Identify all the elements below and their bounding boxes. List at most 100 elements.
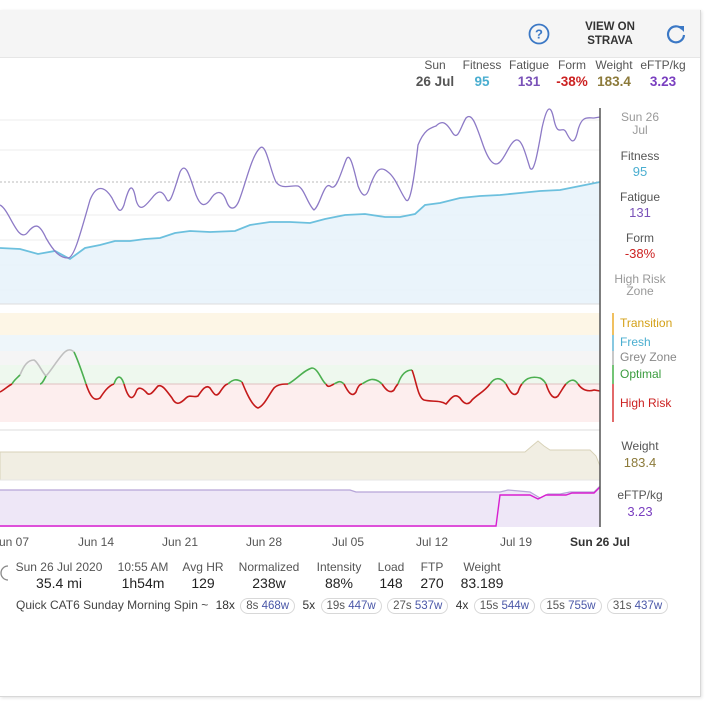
side-fatigue-label: Fatigue [620,190,660,204]
effort-duration: 15s [546,600,565,612]
side-eftp-value: 3.23 [627,504,652,519]
side-zone-line1: High Risk [614,272,666,286]
help-icon[interactable]: ? [528,23,550,45]
form-line-red [0,369,601,409]
side-fitness-label: Fitness [621,149,660,163]
side-fitness-value: 95 [633,164,647,179]
refresh-icon[interactable] [665,23,687,45]
summary-date-label: Sun [424,58,446,72]
side-form-label: Form [626,231,654,245]
summary-weight-label: Weight [595,58,633,72]
zone-bar-fresh [612,335,614,351]
fitness-chart[interactable]: Sun 26 Jul Fitness 95 Fatigue 131 Form -… [0,100,700,560]
zone-fresh [0,335,600,351]
activity-date: Sun 26 Jul 2020 35.4 mi [14,560,104,592]
zone-grey [0,351,600,365]
form-line-green [11,351,579,385]
summary-eftp: eFTP/kg 3.23 [636,57,690,90]
ftp-value: 270 [420,575,444,591]
intensity-label: Intensity [316,560,362,574]
x-tick-label: Jun 14 [78,535,114,549]
zone-label-high-risk: High Risk [620,396,672,410]
side-weight-value: 183.4 [624,455,657,470]
x-tick-label: un 07 [0,535,29,549]
summary-fitness: Fitness 95 [459,57,505,90]
activity-intensity: Intensity 88% [312,560,366,592]
avg-hr-value: 129 [191,575,215,591]
summary-fatigue-label: Fatigue [508,58,550,72]
summary-form-label: Form [558,58,586,72]
zone-transition [0,313,600,335]
svg-text:?: ? [535,27,543,42]
fitness-area [0,182,600,304]
side-eftp-label: eFTP/kg [617,488,662,502]
summary-fitness-value: 95 [474,74,490,89]
activity-load: Load 148 [374,560,408,592]
activity-date-label: Sun 26 Jul 2020 [15,560,103,574]
effort-duration: 27s [393,600,412,612]
x-tick-label-current: Sun 26 Jul [570,535,630,549]
effort-watts: 437w [634,600,663,612]
effort-watts: 544w [501,600,529,612]
weight-area [0,440,601,481]
activity-name[interactable]: Quick CAT6 Sunday Morning Spin ~ [16,598,209,612]
summary-date-value: 26 Jul [415,74,455,89]
summary-form: Form -38% [551,57,593,90]
effort-chip[interactable]: 31s 437w [606,598,669,614]
ftp-label: FTP [420,560,444,574]
weight-label: Weight [463,560,501,574]
view-on-strava-button[interactable]: VIEW ON STRAVA [576,20,644,48]
effort-duration: 19s [326,600,346,612]
effort-watts: 447w [348,600,376,612]
eftp-lavender-line [0,485,601,499]
zone-label-transition: Transition [620,316,672,330]
zone-bar-optimal [612,365,614,384]
side-zone-line2: Zone [626,284,654,298]
summary-fatigue-value: 131 [517,74,541,89]
activity-ftp: FTP 270 [414,560,450,592]
activity-icon[interactable] [0,565,8,581]
effort-repeat: 18x [215,598,235,612]
effort-duration: 15s [479,600,499,612]
strava-label-2: STRAVA [587,35,633,47]
effort-watts: 755w [568,600,596,612]
summary-fitness-label: Fitness [462,58,502,72]
weight-value: 83.189 [460,575,504,591]
summary-form-value: -38% [556,74,588,89]
effort-chip[interactable]: 15s 755w [540,598,602,614]
activity-normalized: Normalized 238w [234,560,304,592]
activity-title-row: Quick CAT6 Sunday Morning Spin ~ 18x 8s … [16,598,669,614]
activity-duration: 1h54m [121,575,165,591]
eftp-magenta-line [0,486,601,527]
x-tick-label: Jul 05 [332,535,364,549]
summary-eftp-value: 3.23 [649,74,677,89]
fatigue-line [0,108,601,259]
zone-high-risk [0,384,600,422]
effort-repeat: 5x [302,598,316,612]
effort-chip[interactable]: 8s 468w [240,598,296,614]
activity-avg-hr: Avg HR 129 [180,560,226,592]
x-tick-label: Jun 21 [162,535,198,549]
side-fatigue-value: 131 [629,205,651,220]
fitness-line [0,181,601,261]
normalized-value: 238w [252,575,286,591]
toolbar: ? VIEW ON STRAVA [0,10,700,58]
effort-chip[interactable]: 27s 537w [387,598,449,614]
effort-chip[interactable]: 19s 447w [320,598,382,614]
effort-duration: 8s [246,600,259,612]
effort-chip[interactable]: 15s 544w [473,598,535,614]
zone-label-grey: Grey Zone [620,350,677,364]
eftp-area [0,486,600,527]
zone-label-fresh: Fresh [620,335,651,349]
summary-eftp-label: eFTP/kg [640,58,686,72]
side-weight-label: Weight [621,439,659,453]
activity-distance: 35.4 mi [36,575,82,591]
activity-time: 10:55 AM 1h54m [112,560,174,592]
summary-weight-value: 183.4 [597,74,631,89]
effort-duration: 31s [612,600,632,612]
side-date-line1: Sun 26 [621,110,659,124]
activity-weight: Weight 83.189 [456,560,508,592]
strava-label-1: VIEW ON [585,21,635,33]
x-tick-label: Jul 19 [500,535,532,549]
zone-bar-transition [612,313,614,335]
